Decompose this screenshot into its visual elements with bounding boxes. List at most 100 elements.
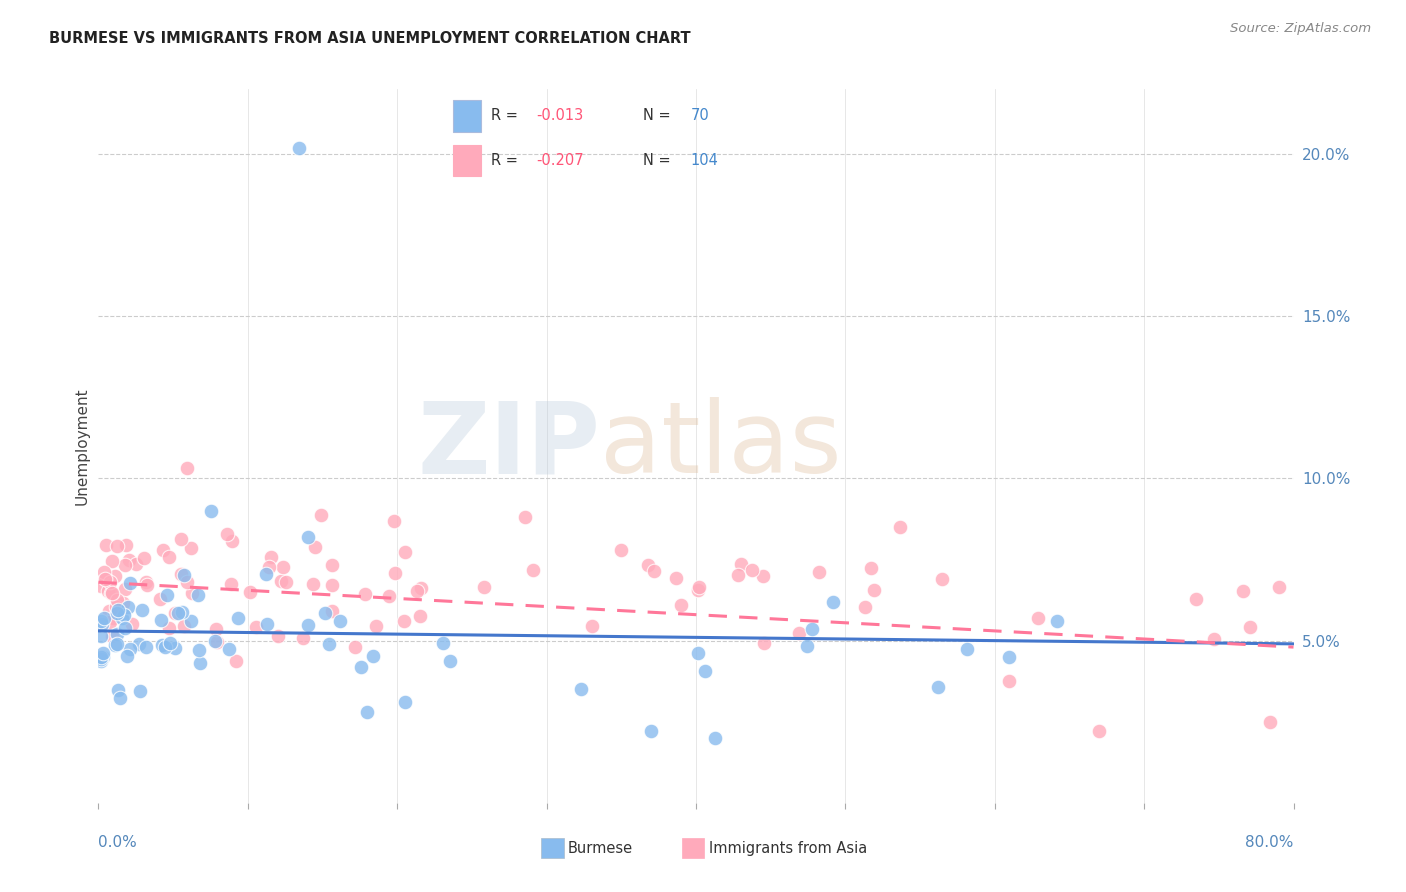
Point	[356, 705, 378, 719]
Point	[384, 566, 406, 581]
Point	[1267, 580, 1289, 594]
Point	[131, 603, 153, 617]
Text: 70: 70	[690, 109, 710, 123]
Point	[1185, 592, 1208, 607]
Point	[472, 580, 495, 594]
Point	[159, 636, 181, 650]
Point	[118, 642, 141, 657]
Point	[110, 690, 132, 705]
Point	[135, 575, 157, 590]
Point	[754, 635, 776, 649]
Point	[292, 632, 315, 646]
Point	[124, 557, 146, 571]
Point	[104, 568, 127, 582]
Point	[669, 598, 692, 612]
Point	[173, 568, 195, 582]
Point	[107, 606, 129, 620]
Point	[170, 533, 193, 547]
Point	[1087, 724, 1109, 739]
Point	[101, 554, 124, 568]
Point	[173, 619, 195, 633]
Text: Source: ZipAtlas.com: Source: ZipAtlas.com	[1230, 22, 1371, 36]
Point	[314, 607, 336, 621]
Point	[100, 628, 122, 642]
Point	[321, 578, 343, 592]
Point	[114, 558, 136, 573]
Point	[730, 558, 752, 572]
Point	[100, 586, 122, 600]
Point	[610, 543, 633, 558]
Point	[787, 625, 810, 640]
Text: -0.013: -0.013	[536, 109, 583, 123]
Point	[163, 606, 186, 620]
Text: Burmese: Burmese	[568, 841, 633, 855]
Point	[270, 574, 292, 588]
Text: R =: R =	[491, 109, 523, 123]
Point	[115, 538, 138, 552]
Point	[149, 613, 172, 627]
Point	[90, 652, 112, 666]
Text: N =: N =	[643, 109, 675, 123]
Point	[149, 592, 172, 607]
Point	[267, 629, 290, 643]
Point	[1202, 632, 1225, 647]
Point	[931, 572, 953, 586]
Point	[344, 640, 367, 654]
Text: ZIP: ZIP	[418, 398, 600, 494]
Y-axis label: Unemployment: Unemployment	[75, 387, 90, 505]
Point	[259, 550, 281, 565]
Point	[188, 656, 211, 670]
Point	[522, 563, 544, 577]
Point	[432, 635, 454, 649]
Point	[218, 642, 240, 657]
Point	[800, 622, 823, 636]
Point	[114, 621, 136, 635]
Point	[225, 654, 247, 668]
Point	[152, 542, 174, 557]
Point	[172, 605, 194, 619]
Point	[329, 614, 352, 628]
Point	[98, 574, 121, 589]
Point	[353, 587, 375, 601]
Point	[287, 140, 309, 154]
Point	[217, 526, 239, 541]
Point	[569, 682, 592, 697]
Point	[156, 588, 179, 602]
Point	[256, 616, 278, 631]
Point	[394, 614, 416, 628]
Point	[167, 606, 190, 620]
Point	[104, 599, 127, 614]
Point	[364, 618, 387, 632]
Point	[98, 615, 121, 629]
Point	[187, 642, 209, 657]
Point	[1046, 614, 1069, 628]
Point	[439, 654, 461, 668]
Point	[94, 572, 117, 586]
Point	[104, 638, 127, 652]
Point	[219, 577, 242, 591]
Point	[257, 559, 280, 574]
Point	[637, 558, 659, 573]
Point	[180, 541, 202, 555]
Bar	[453, 145, 481, 177]
Point	[150, 638, 173, 652]
Point	[239, 585, 262, 599]
Point	[1258, 714, 1281, 729]
Point	[859, 561, 882, 575]
Point	[121, 617, 143, 632]
Point	[271, 560, 294, 574]
Point	[297, 618, 319, 632]
Point	[704, 731, 727, 745]
Point	[105, 593, 128, 607]
Point	[384, 514, 406, 528]
Point	[90, 629, 112, 643]
Point	[134, 550, 156, 565]
Point	[111, 596, 134, 610]
Point	[170, 567, 193, 582]
Point	[205, 622, 228, 636]
Point	[107, 603, 129, 617]
Point	[226, 611, 249, 625]
Point	[665, 571, 688, 585]
Point	[97, 584, 120, 599]
Point	[304, 540, 326, 554]
